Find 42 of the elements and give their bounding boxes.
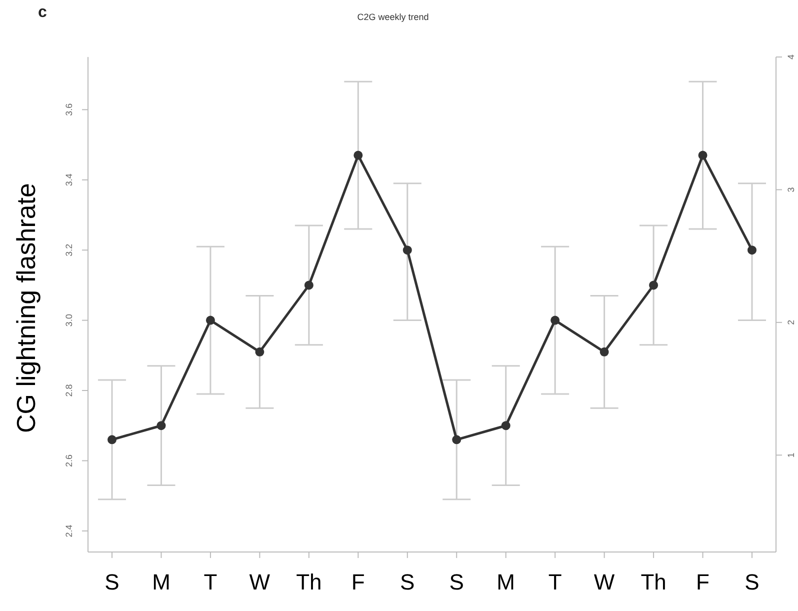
point (108, 435, 116, 444)
x-tick-label: F (351, 570, 365, 595)
point (550, 316, 560, 325)
point (698, 150, 708, 160)
y-axis-title: CG lightning flashrate (10, 182, 42, 436)
point (402, 246, 412, 255)
point (255, 347, 264, 356)
x-tick-label: M (152, 570, 170, 595)
y-tick-label: 3.0 (64, 314, 74, 327)
chart-title: C2G weekly trend (357, 12, 429, 22)
point (748, 246, 756, 255)
x-tick-label: F (696, 570, 710, 595)
y2-tick-label: 3 (786, 187, 796, 192)
point (354, 150, 363, 160)
y-tick-label: 2.4 (64, 524, 74, 538)
y2-tick-label: 4 (786, 54, 796, 60)
x-tick-label: S (400, 570, 415, 595)
x-tick-label: S (744, 570, 760, 595)
point (452, 435, 462, 444)
y2-tick-label: 2 (786, 320, 796, 325)
y-tick-label: 3.4 (64, 174, 74, 186)
y-tick-label: 3.2 (64, 244, 74, 256)
point (501, 421, 510, 430)
x-tick-label: W (249, 570, 270, 595)
y-tick-label: 2.6 (64, 454, 74, 467)
x-tick-label: W (594, 570, 615, 595)
x-tick-label: Th (640, 570, 666, 595)
x-tick-label: M (496, 570, 516, 595)
x-tick-label: T (204, 570, 218, 595)
y-tick-label: 3.6 (64, 103, 74, 116)
point (206, 316, 215, 325)
point (649, 280, 658, 290)
y2-tick-label: 1 (786, 452, 796, 458)
x-tick-label: S (449, 570, 464, 595)
y-tick-label: 2.8 (64, 384, 74, 397)
x-tick-label: S (104, 570, 120, 595)
x-tick-label: T (548, 570, 562, 595)
point (304, 280, 314, 290)
text: c (38, 4, 47, 22)
x-tick-label: Th (296, 570, 322, 595)
point (600, 347, 609, 356)
point (156, 421, 166, 430)
